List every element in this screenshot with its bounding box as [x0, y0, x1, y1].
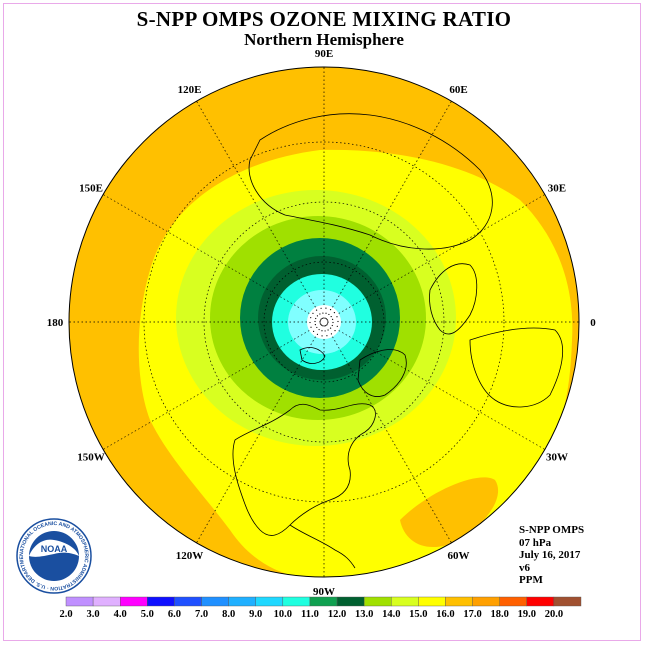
pole-dot [329, 309, 332, 311]
pole-dot [310, 326, 312, 328]
pole-dot [336, 316, 338, 318]
pole-dot [318, 328, 320, 331]
pole-dot [323, 317, 325, 319]
pole-dot [321, 317, 324, 319]
pole-dot [330, 333, 333, 335]
latitude-circle [203, 201, 445, 443]
map-boundary [68, 66, 580, 578]
logo-gull [29, 539, 79, 557]
pole-dot [326, 335, 328, 337]
pole-dot [321, 335, 323, 337]
pole-dot [316, 333, 319, 335]
pole-dot [330, 315, 332, 318]
info-level: 07 hPa [519, 536, 552, 549]
pole-dot [334, 330, 336, 332]
longitude-label: 90W [313, 586, 335, 598]
pole-dot [315, 317, 317, 320]
pole-dot [320, 324, 323, 326]
longitude-label: 90E [315, 48, 333, 60]
pole-dot [324, 325, 327, 327]
pole-dot [329, 327, 332, 329]
pole-dot [316, 315, 319, 317]
pole-dot [322, 312, 324, 314]
pole-dot [327, 320, 329, 322]
pole-dot [319, 320, 321, 323]
pole-dot [319, 319, 322, 321]
pole-dot [309, 321, 311, 324]
longitude-label: 0 [590, 317, 596, 329]
coast-europe [429, 263, 478, 335]
pole-data-gap [307, 305, 341, 339]
pole-dot [319, 313, 321, 315]
coast-central-america [289, 524, 356, 569]
longitude-label: 60E [449, 84, 467, 96]
info-date: July 16, 2017 [519, 549, 581, 561]
pole-dots [309, 307, 339, 337]
latitude-circle [143, 141, 505, 503]
logo-center-text: NOAA [41, 544, 68, 554]
coast-greenland [357, 349, 407, 397]
pole-dot [312, 330, 315, 332]
info-units: PPM [519, 574, 543, 586]
pole-dot [314, 320, 316, 323]
pole-dot [325, 307, 327, 309]
info-instrument: S-NPP OMPS [519, 524, 585, 536]
pole-dot [314, 324, 316, 326]
coast-north-america [232, 403, 376, 536]
pole-dot [315, 309, 318, 311]
page-frame [3, 3, 641, 641]
product-info: S-NPP OMPS 07 hPa July 16, 2017 v6 PPM [519, 524, 584, 587]
chart-title: S-NPP OMPS OZONE MIXING RATIO [136, 7, 512, 31]
pole-dot [323, 325, 325, 327]
pole-dot [328, 313, 330, 316]
pole-dot [320, 318, 322, 320]
pole-dot [320, 323, 322, 325]
longitude-label: 120W [176, 550, 204, 562]
longitude-label: 30W [546, 452, 568, 464]
coast-asia [248, 113, 493, 250]
pole-dot [336, 325, 338, 327]
pole-dot [326, 324, 328, 326]
coast-africa [469, 327, 563, 408]
info-version: v6 [519, 561, 530, 574]
pole-dot [320, 307, 322, 309]
graticule [69, 67, 579, 577]
latitude-circle [263, 261, 385, 383]
pole-dot [325, 312, 327, 314]
chart-subtitle: Northern Hemisphere [244, 30, 404, 49]
pole-dot [327, 321, 329, 324]
pole-dot [310, 317, 312, 319]
longitude-label: 30E [548, 183, 566, 195]
pole-dot [312, 312, 314, 314]
pole-dot [325, 318, 328, 320]
pole-dot [316, 326, 318, 329]
pole-dot [332, 321, 334, 324]
pole-dot [324, 330, 326, 332]
pole-dot [322, 325, 324, 327]
pole-dot [324, 317, 326, 319]
pole-dot [326, 319, 328, 321]
longitude-label: 60W [448, 550, 470, 562]
pole-dot [333, 312, 336, 314]
pole-dot [319, 322, 321, 324]
noaa-logo: NATIONAL OCEANIC AND ATMOSPHERIC ADMINIS… [14, 516, 92, 594]
longitude-label: 180 [47, 317, 64, 329]
pole-dot [332, 318, 334, 320]
coastlines [232, 113, 563, 569]
longitude-label: 150E [79, 183, 103, 195]
pole-dot [331, 324, 333, 327]
longitude-label: 150W [77, 452, 105, 464]
pole-dot [327, 329, 329, 331]
longitude-labels: 90E 60E 30E 0 30W 60W 90W 120W 150W 180 150E 120E [47, 48, 597, 598]
pole-dot [321, 330, 323, 332]
pole-dot [337, 320, 339, 323]
pole-dot [326, 323, 329, 325]
longitude-label: 120E [178, 84, 202, 96]
coast-arctic-islands [299, 347, 326, 364]
